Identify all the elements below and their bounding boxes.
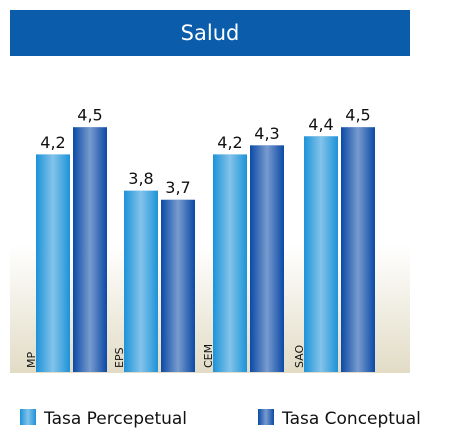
bar-shine: [341, 127, 375, 372]
bar-shine: [36, 154, 70, 372]
value-label: 4,2: [217, 133, 242, 152]
bar-shine: [161, 199, 195, 372]
category-label: CEM: [202, 344, 215, 368]
value-label: 4,5: [345, 106, 370, 125]
category-label: MP: [25, 352, 38, 368]
legend-label: Tasa Conceptual: [281, 409, 421, 429]
legend-label: Tasa Percepetual: [43, 409, 187, 429]
bar-shine: [124, 190, 158, 372]
value-label: 3,7: [165, 178, 190, 197]
value-label: 3,8: [128, 169, 153, 188]
bar-shine: [304, 136, 338, 372]
bar-shine: [250, 145, 284, 372]
legend-shine: [20, 409, 36, 425]
chart-title: Salud: [181, 21, 240, 45]
value-label: 4,4: [308, 115, 333, 134]
bar-shine: [73, 127, 107, 372]
value-label: 4,5: [77, 106, 102, 125]
value-label: 4,3: [254, 124, 279, 143]
bar-shine: [213, 154, 247, 372]
value-label: 4,2: [40, 133, 65, 152]
category-label: EPS: [113, 347, 126, 368]
title-banner: [10, 10, 410, 56]
legend-shine: [258, 409, 274, 425]
category-label: SAO: [293, 344, 306, 368]
